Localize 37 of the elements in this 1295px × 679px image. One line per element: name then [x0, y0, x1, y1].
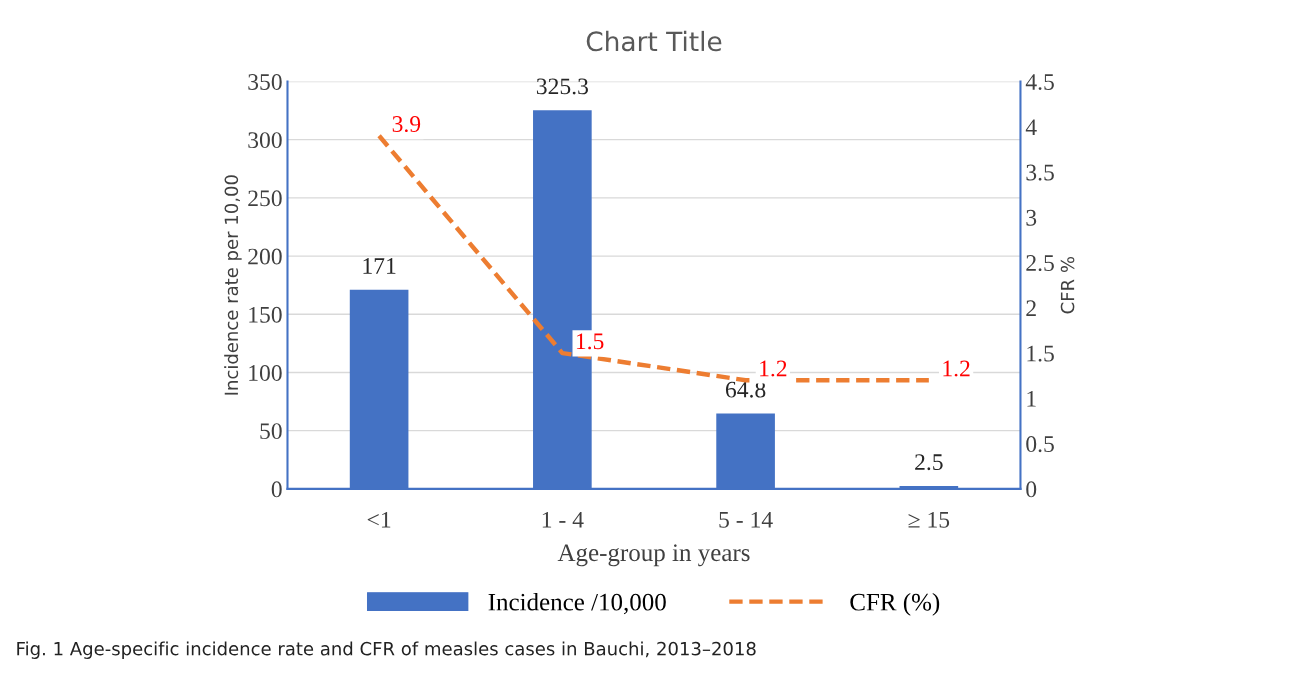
x-tick-label: <1	[367, 511, 391, 528]
y2-tick-label: 1.5	[1027, 345, 1054, 362]
y2-axis-title: CFR %	[1060, 256, 1075, 314]
y-tick-label: 350	[248, 73, 282, 90]
y2-tick-label: 0.5	[1026, 436, 1054, 453]
x-axis-title: Age-group in years	[557, 544, 750, 567]
y2-tick-label: 0	[1026, 481, 1037, 498]
y-tick-label: 50	[260, 423, 282, 440]
y2-tick-label: 3	[1026, 209, 1037, 226]
x-tick-label: 5 - 14	[719, 511, 773, 528]
data-label: 3.9	[392, 116, 421, 133]
data-label: 1.2	[943, 360, 970, 377]
y2-tick-label: 1	[1027, 390, 1036, 407]
y2-tick-label: 2.5	[1026, 255, 1054, 272]
data-label: 325.3	[536, 78, 588, 95]
y-tick-label: 150	[249, 306, 282, 323]
y2-tick-label: 2	[1026, 300, 1036, 317]
data-label: 2.5	[915, 454, 943, 471]
x-tick-label: 1 - 4	[542, 511, 584, 528]
y-tick-label: 300	[248, 132, 282, 149]
y2-tick-label: 3.5	[1026, 164, 1054, 181]
data-label: 64.8	[725, 381, 766, 398]
legend-label: Incidence /10,000	[488, 593, 666, 615]
y2-tick-label: 4.5	[1025, 74, 1054, 91]
chart-title: Chart Title	[586, 30, 722, 52]
caption: Fig. 1 Age-specific incidence rate and CFR of measles cases in Bauchi, 2013–2018	[17, 641, 756, 659]
data-label: 1.5	[576, 333, 604, 350]
data-label: 171	[363, 258, 396, 274]
y-tick-label: 0	[271, 481, 282, 498]
y2-tick-label: 4	[1025, 119, 1037, 135]
x-tick-label: ≥ 15	[908, 511, 950, 528]
data-label: 1.2	[760, 360, 787, 377]
y-tick-label: 200	[248, 248, 282, 265]
y-axis-title: Incidence rate per 10,00	[224, 175, 242, 395]
y-tick-label: 250	[248, 190, 282, 207]
y-tick-label: 100	[249, 364, 282, 381]
legend-label: CFR (%)	[850, 593, 940, 616]
